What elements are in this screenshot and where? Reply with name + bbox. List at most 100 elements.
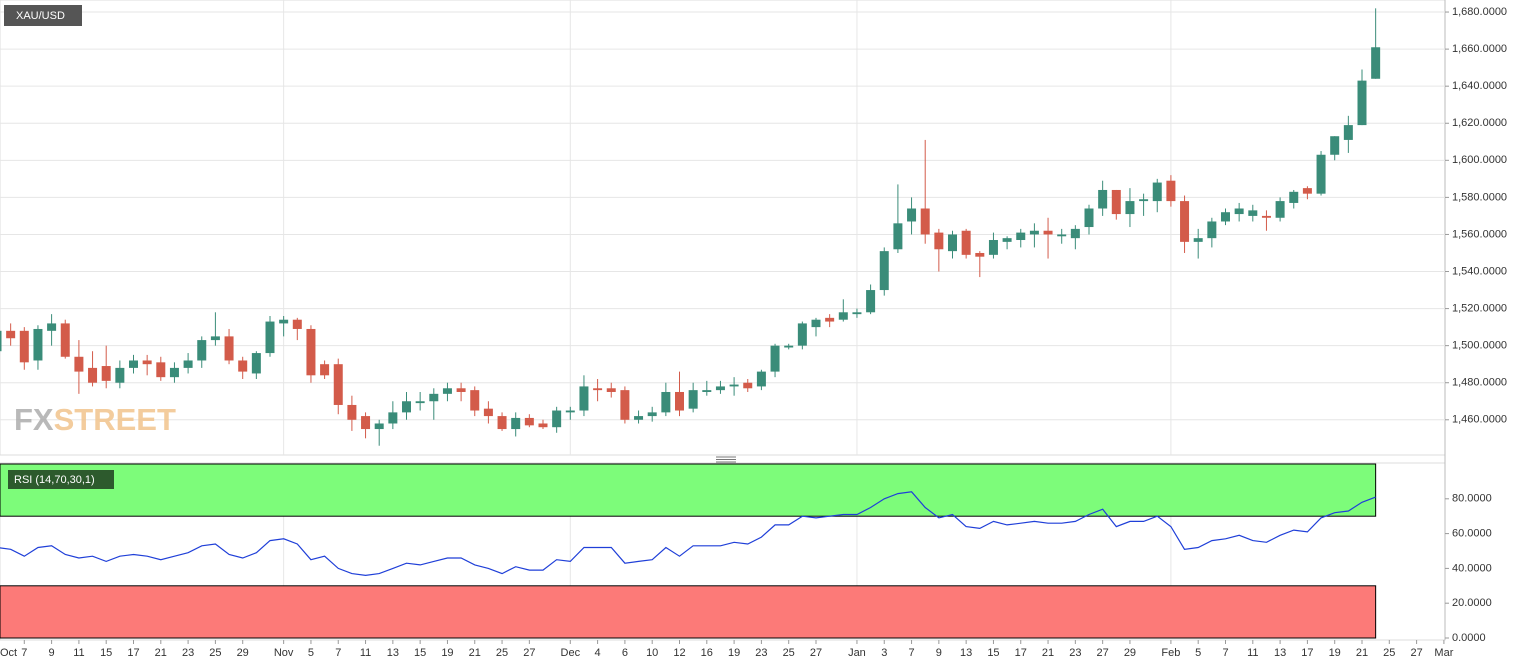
candle-body bbox=[1289, 191, 1299, 203]
candle-body bbox=[675, 391, 684, 411]
candle-body bbox=[593, 388, 603, 391]
candle-body bbox=[101, 366, 111, 381]
x-tick-label: Nov bbox=[274, 647, 294, 659]
y-tick-label: 1,640.0000 bbox=[1452, 80, 1507, 92]
candle-body bbox=[1029, 230, 1039, 235]
candle-body bbox=[1234, 208, 1244, 215]
candle-body bbox=[702, 390, 712, 392]
candle-body bbox=[238, 360, 248, 372]
x-tick-label: 7 bbox=[1222, 647, 1228, 659]
y2-tick-label: 0.0000 bbox=[1452, 632, 1486, 644]
candle-body bbox=[224, 336, 234, 361]
candle-body bbox=[47, 323, 57, 331]
y-tick-label: 1,540.0000 bbox=[1452, 265, 1507, 277]
candle-body bbox=[1248, 210, 1258, 216]
candle-body bbox=[565, 410, 575, 413]
x-tick-label: 27 bbox=[810, 647, 822, 659]
x-tick-label: 11 bbox=[1247, 647, 1258, 659]
x-tick-label: 23 bbox=[755, 647, 767, 659]
watermark-street: STREET bbox=[54, 402, 176, 437]
candle-body bbox=[1084, 208, 1094, 228]
candle-body bbox=[538, 423, 548, 428]
x-tick-label: 5 bbox=[308, 647, 314, 659]
rsi-line bbox=[0, 491, 1376, 577]
candle-body bbox=[825, 317, 835, 322]
candle-body bbox=[388, 412, 398, 424]
y-tick-label: 1,600.0000 bbox=[1452, 154, 1507, 166]
candle-body bbox=[1357, 80, 1367, 126]
candle-body bbox=[988, 240, 998, 255]
candle-body bbox=[1043, 230, 1053, 235]
x-tick-label: 27 bbox=[1097, 647, 1109, 659]
x-tick-label: 4 bbox=[595, 647, 601, 659]
candle-body bbox=[975, 252, 985, 257]
x-tick-label: 19 bbox=[441, 647, 453, 659]
candle-body bbox=[1111, 189, 1121, 215]
y2-tick-label: 60.0000 bbox=[1452, 528, 1492, 540]
candle-body bbox=[265, 321, 275, 354]
candle-body bbox=[1261, 215, 1271, 218]
candle-body bbox=[634, 416, 644, 420]
candle-body bbox=[374, 423, 384, 430]
candle-body bbox=[784, 345, 794, 348]
candle-body bbox=[1070, 228, 1080, 239]
candle-body bbox=[115, 367, 125, 383]
candle-body bbox=[1098, 189, 1108, 209]
candle-body bbox=[770, 345, 780, 372]
y-tick-label: 1,460.0000 bbox=[1452, 414, 1507, 426]
candle-body bbox=[661, 391, 671, 413]
candle-body bbox=[1139, 199, 1149, 202]
x-tick-label: 7 bbox=[908, 647, 914, 659]
candle-body bbox=[606, 388, 616, 392]
x-tick-label: Feb bbox=[1161, 647, 1180, 659]
x-tick-label: Dec bbox=[561, 647, 581, 659]
x-tick-label: 19 bbox=[728, 647, 740, 659]
y2-tick-label: 40.0000 bbox=[1452, 562, 1492, 574]
x-tick-label: 9 bbox=[936, 647, 942, 659]
y-tick-label: 1,500.0000 bbox=[1452, 340, 1507, 352]
panel-resize-handle[interactable] bbox=[716, 456, 736, 463]
candle-body bbox=[251, 353, 261, 374]
x-tick-label: 10 bbox=[646, 647, 658, 659]
rsi-title: RSI (14,70,30,1) bbox=[14, 474, 95, 486]
candle-body bbox=[1330, 136, 1340, 155]
x-tick-label: 25 bbox=[209, 647, 221, 659]
x-tick-label: 11 bbox=[73, 647, 84, 659]
rsi-badge-swatch bbox=[4, 470, 8, 489]
candle-body bbox=[1302, 188, 1312, 194]
y-tick-label: 1,520.0000 bbox=[1452, 302, 1507, 314]
x-tick-label: 23 bbox=[1069, 647, 1081, 659]
x-tick-label: 21 bbox=[1356, 647, 1368, 659]
candle-body bbox=[907, 208, 917, 222]
candle-body bbox=[456, 388, 466, 392]
x-tick-label: 27 bbox=[523, 647, 535, 659]
x-tick-label: 23 bbox=[182, 647, 194, 659]
y-tick-label: 1,580.0000 bbox=[1452, 191, 1507, 203]
plot-layer: Oct 7 9 11 15 17 21 23 25 29 Nov 5 7 11 13 15 19 21 25 27 De… bbox=[0, 0, 1507, 659]
y2-tick-label: 20.0000 bbox=[1452, 597, 1492, 609]
candle-body bbox=[1207, 221, 1217, 239]
x-tick-label: 25 bbox=[783, 647, 795, 659]
candle-body bbox=[169, 367, 179, 378]
candle-body bbox=[183, 360, 193, 368]
candle-body bbox=[129, 360, 138, 368]
x-tick-label: Mar bbox=[1434, 647, 1453, 659]
x-tick-label: 11 bbox=[360, 647, 371, 659]
candle-body bbox=[620, 390, 630, 420]
candle-body bbox=[688, 390, 698, 409]
candle-body bbox=[729, 384, 739, 387]
x-tick-label: 15 bbox=[100, 647, 112, 659]
candle-body bbox=[402, 401, 411, 413]
candle-body bbox=[934, 232, 944, 250]
y-tick-label: 1,660.0000 bbox=[1452, 43, 1507, 55]
x-tick-label: 21 bbox=[155, 647, 167, 659]
x-tick-label: 15 bbox=[414, 647, 426, 659]
x-tick-label: 21 bbox=[469, 647, 481, 659]
candle-body bbox=[142, 360, 152, 365]
x-tick-label: 5 bbox=[1195, 647, 1201, 659]
rsi-badge bbox=[4, 470, 114, 489]
candle-body bbox=[797, 323, 807, 346]
x-tick-label: 3 bbox=[881, 647, 887, 659]
x-tick-label: 21 bbox=[1042, 647, 1054, 659]
y-tick-label: 1,620.0000 bbox=[1452, 117, 1507, 129]
